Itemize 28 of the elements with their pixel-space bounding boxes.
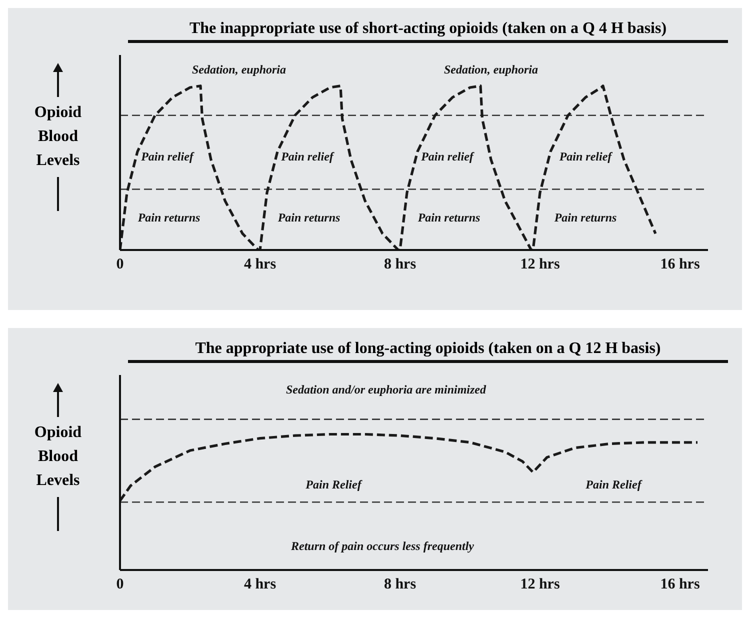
- x-tick-label: 16 hrs: [660, 576, 700, 593]
- annotation: Pain Relief: [586, 478, 642, 492]
- text: Sedation and/or euphoria are minimized: [286, 382, 488, 397]
- chart-title: The appropriate use of long-acting opioids (taken on a Q 12 H basis): [128, 340, 728, 363]
- x-tick-label: 8 hrs: [384, 256, 416, 273]
- annotation: Pain Relief: [306, 478, 362, 492]
- annotation: Pain relief: [559, 150, 613, 164]
- x-tick-label: 4 hrs: [244, 256, 276, 273]
- x-tick-label: 0: [116, 576, 124, 593]
- annotation: Pain relief: [281, 150, 334, 164]
- x-tick-label: 8 hrs: [384, 576, 416, 593]
- x-tick-label: 4 hrs: [244, 576, 276, 593]
- chart-title: The inappropriate use of short-acting opioids (taken on a Q 4 H basis): [128, 20, 728, 43]
- annotation: Pain returns: [138, 210, 201, 224]
- annotation: Pain returns: [554, 210, 618, 224]
- annotation: Pain returns: [278, 210, 341, 224]
- x-tick-label: 0: [116, 256, 124, 273]
- x-tick-label: 12 hrs: [520, 576, 560, 593]
- annotation: Pain returns: [418, 210, 481, 224]
- y-axis-title: Opioid Blood Levels: [33, 103, 83, 171]
- text: Sedation, euphoria: [444, 62, 538, 77]
- y-axis-title: Opioid Blood Levels: [33, 423, 83, 491]
- x-tick-label: 16 hrs: [660, 256, 700, 273]
- text: Sedation, euphoria: [192, 62, 286, 77]
- annotation: Pain relief: [141, 150, 194, 164]
- annotation: Return of pain occurs less frequently: [290, 538, 475, 553]
- x-tick-label: 12 hrs: [520, 256, 560, 273]
- annotation: Pain relief: [421, 150, 474, 164]
